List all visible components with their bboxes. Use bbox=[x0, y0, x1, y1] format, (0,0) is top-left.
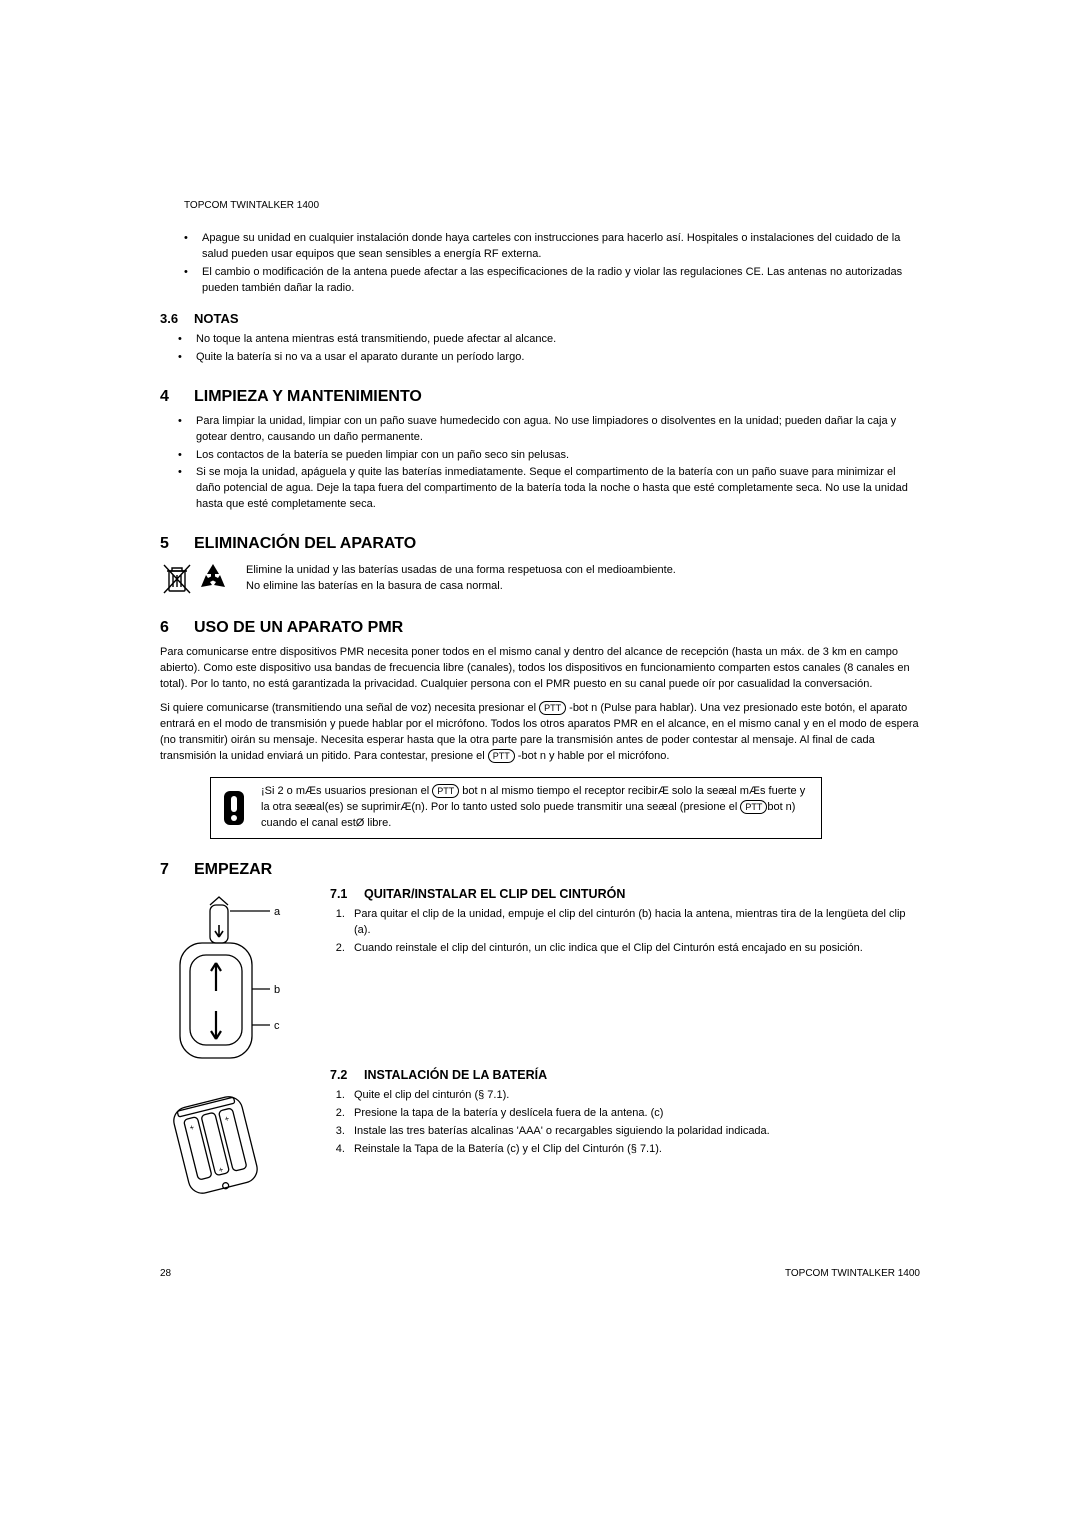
diag-label-b: b bbox=[274, 984, 280, 996]
header-product: TOPCOM TWINTALKER 1400 bbox=[160, 200, 920, 211]
warning-icon bbox=[221, 789, 247, 827]
section-num: 3.6 bbox=[160, 311, 194, 326]
section-7-1-heading: 7.1QUITAR/INSTALAR EL CLIP DEL CINTURÓN bbox=[330, 887, 920, 901]
section-title: ELIMINACIÓN DEL APARATO bbox=[194, 535, 416, 552]
ptt-icon: PTT bbox=[539, 701, 566, 715]
section-title: INSTALACIÓN DE LA BATERÍA bbox=[364, 1068, 547, 1082]
section-7-right: 7.1QUITAR/INSTALAR EL CLIP DEL CINTURÓN … bbox=[330, 887, 920, 1161]
list-item: Reinstale la Tapa de la Batería (c) y el… bbox=[348, 1142, 920, 1158]
section-3-6-list: No toque la antena mientras está transmi… bbox=[160, 332, 920, 366]
section-num: 5 bbox=[160, 535, 194, 553]
disposal-text: Elimine la unidad y las baterías usadas … bbox=[246, 563, 676, 595]
footer-product: TOPCOM TWINTALKER 1400 bbox=[785, 1268, 920, 1279]
list-item: Quite la batería si no va a usar el apar… bbox=[160, 350, 920, 366]
section-7-2-list: Quite el clip del cinturón (§ 7.1). Pres… bbox=[330, 1088, 920, 1158]
page: TOPCOM TWINTALKER 1400 Apague su unidad … bbox=[160, 0, 920, 1359]
section-4-list: Para limpiar la unidad, limpiar con un p… bbox=[160, 414, 920, 514]
intro-item: El cambio o modificación de la antena pu… bbox=[184, 265, 920, 297]
ptt-icon: PTT bbox=[432, 784, 459, 798]
section-7-heading: 7EMPEZAR bbox=[160, 861, 920, 879]
section-num: 7.1 bbox=[330, 887, 364, 901]
section-num: 7 bbox=[160, 861, 194, 879]
section-6-heading: 6USO DE UN APARATO PMR bbox=[160, 619, 920, 637]
section-6-para-1: Para comunicarse entre dispositivos PMR … bbox=[160, 645, 920, 693]
section-num: 7.2 bbox=[330, 1068, 364, 1082]
diag-label-a: a bbox=[274, 906, 281, 918]
page-number: 28 bbox=[160, 1268, 171, 1279]
list-item: Instale las tres baterías alcalinas 'AAA… bbox=[348, 1124, 920, 1140]
note-box: ¡Si 2 o mÆs usuarios presionan el PTT bo… bbox=[210, 777, 822, 839]
intro-item: Apague su unidad en cualquier instalació… bbox=[184, 231, 920, 263]
no-bin-icon bbox=[160, 561, 194, 597]
section-num: 6 bbox=[160, 619, 194, 637]
list-item: Para limpiar la unidad, limpiar con un p… bbox=[160, 414, 920, 446]
diag-label-c: c bbox=[274, 1020, 280, 1032]
disposal-line: No elimine las baterías en la basura de … bbox=[246, 579, 676, 595]
list-item: No toque la antena mientras está transmi… bbox=[160, 332, 920, 348]
disposal-icons bbox=[160, 561, 230, 597]
section-7-1-list: Para quitar el clip de la unidad, empuje… bbox=[330, 907, 920, 957]
belt-clip-diagram: a b c bbox=[160, 893, 310, 1068]
list-item: Cuando reinstale el clip del cinturón, u… bbox=[348, 941, 920, 957]
list-item: Para quitar el clip de la unidad, empuje… bbox=[348, 907, 920, 939]
ptt-icon: PTT bbox=[740, 800, 767, 814]
disposal-row: Elimine la unidad y las baterías usadas … bbox=[160, 561, 920, 597]
section-7-row: a b c + + + bbox=[160, 887, 920, 1208]
section-6-para-2: Si quiere comunicarse (transmitiendo una… bbox=[160, 701, 920, 765]
intro-bullets: Apague su unidad en cualquier instalació… bbox=[160, 231, 920, 297]
section-title: LIMPIEZA Y MANTENIMIENTO bbox=[194, 388, 422, 405]
list-item: Si se moja la unidad, apáguela y quite l… bbox=[160, 465, 920, 513]
note-text: ¡Si 2 o mÆs usuarios presionan el PTT bo… bbox=[261, 784, 811, 832]
diagram-column: a b c + + + bbox=[160, 887, 310, 1208]
list-item: Quite el clip del cinturón (§ 7.1). bbox=[348, 1088, 920, 1104]
svg-text:+: + bbox=[224, 1114, 231, 1124]
footer: 28 TOPCOM TWINTALKER 1400 bbox=[160, 1268, 920, 1279]
section-5-heading: 5ELIMINACIÓN DEL APARATO bbox=[160, 535, 920, 553]
svg-text:+: + bbox=[218, 1164, 225, 1174]
svg-text:+: + bbox=[189, 1122, 196, 1132]
section-4-heading: 4LIMPIEZA Y MANTENIMIENTO bbox=[160, 388, 920, 406]
section-title: EMPEZAR bbox=[194, 861, 272, 878]
list-item: Los contactos de la batería se pueden li… bbox=[160, 448, 920, 464]
section-3-6-heading: 3.6NOTAS bbox=[160, 311, 920, 326]
battery-diagram: + + + bbox=[160, 1083, 270, 1203]
list-item: Presione la tapa de la batería y deslíce… bbox=[348, 1106, 920, 1122]
ptt-icon: PTT bbox=[488, 749, 515, 763]
disposal-line: Elimine la unidad y las baterías usadas … bbox=[246, 563, 676, 579]
section-title: USO DE UN APARATO PMR bbox=[194, 619, 403, 636]
section-title: NOTAS bbox=[194, 311, 239, 326]
recycle-icon bbox=[196, 561, 230, 597]
section-num: 4 bbox=[160, 388, 194, 406]
section-7-2-heading: 7.2INSTALACIÓN DE LA BATERÍA bbox=[330, 1068, 920, 1082]
section-title: QUITAR/INSTALAR EL CLIP DEL CINTURÓN bbox=[364, 887, 625, 901]
